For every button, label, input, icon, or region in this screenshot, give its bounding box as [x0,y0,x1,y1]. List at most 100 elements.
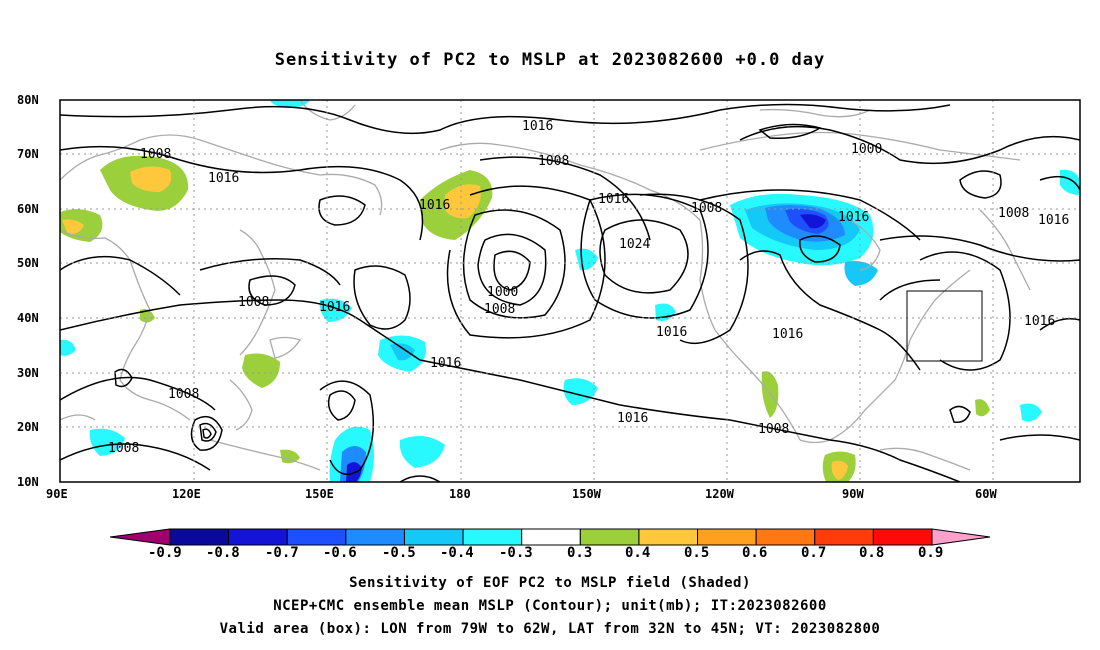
lat-label: 70N [17,147,39,161]
contour-line [739,125,1080,165]
contour-line [799,235,841,263]
lat-label: 60N [17,202,39,216]
lat-label: 30N [17,366,39,380]
contour-line [1039,175,1080,191]
shade-patch [89,428,125,456]
lon-label: 120E [172,487,201,501]
colorbar-label: 0.3 [567,545,592,561]
shade-patch [280,449,300,464]
contour-line [919,251,1011,371]
colorbar-cell [462,528,523,546]
contour-line [318,195,366,226]
longitude-labels: 90E 120E 150E 180 150W 120W 90W 60W [46,487,997,501]
colorbar-cell [697,528,757,546]
coastline [299,100,356,121]
colorbar-cell [872,528,933,546]
contour-line [493,250,531,291]
shade-patch [1020,403,1042,422]
shade-patch [975,399,990,417]
contour-label: 1016 [430,356,461,371]
shade-patch [319,298,352,322]
contour-label: 1008 [998,206,1029,221]
contour-line [599,219,689,294]
shade-patch [346,462,362,482]
colorbar-labels: -0.9 -0.8 -0.7 -0.6 -0.5 -0.4 -0.3 0.3 0… [148,545,943,561]
lon-label: 120W [705,487,735,501]
contour-label: 1008 [691,201,722,216]
coastline [269,336,302,359]
coastline [699,219,801,441]
contour-line [758,123,822,140]
contour-line [739,250,921,371]
contour-line [699,189,921,241]
contour-label: 1024 [619,237,650,252]
contour-line [199,422,217,442]
shade-patch [399,436,445,468]
colorbar-cell [403,528,464,546]
lon-label: 150E [305,487,334,501]
contour-labels: 1016 1008 1000 1016 1008 1016 1016 1008 … [108,119,1069,456]
colorbar-label: -0.3 [499,545,533,561]
shade-patch [242,353,280,388]
colorbar-label: -0.5 [382,545,416,561]
coastline [699,131,1021,161]
colorbar-right-arrow [931,528,991,546]
contour-line [199,258,341,286]
contour-line [319,380,375,475]
coastline [979,209,1031,291]
shade-patch [800,214,826,229]
lat-label: 10N [17,475,39,489]
colorbar: -0.9 -0.8 -0.7 -0.6 -0.5 -0.4 -0.3 0.3 0… [109,528,991,561]
contour-line [60,145,424,241]
lat-label: 80N [17,93,39,107]
colorbar-cell [286,528,347,546]
colorbar-label: 0.6 [742,545,767,561]
contour-line [327,390,356,421]
contour-line [353,265,411,330]
mslp-contours [60,103,1080,482]
contour-line [580,193,709,319]
colorbar-label: 0.4 [625,545,650,561]
caption-shading: Sensitivity of EOF PC2 to MSLP field (Sh… [349,575,751,591]
contour-line [446,185,606,339]
contour-line [879,279,941,301]
contour-label: 1008 [238,295,269,310]
contour-line [639,193,749,345]
contour-line [60,443,211,471]
grid-lines [60,100,1080,482]
contour-line [60,299,731,421]
colorbar-cell [638,528,699,546]
chart-title: Sensitivity of PC2 to MSLP at 2023082600… [274,50,826,70]
contour-line [248,275,296,306]
contour-label: 1016 [656,325,687,340]
lon-label: 150W [572,487,602,501]
shade-patch [60,339,76,356]
contour-label: 1016 [419,198,450,213]
lon-label: 90E [46,487,68,501]
colorbar-cell [228,528,288,546]
contour-label: 1000 [851,142,882,157]
shade-patch [444,184,481,219]
lon-label: 180 [449,487,471,501]
shade-patch [761,371,779,418]
contour-label: 1008 [168,387,199,402]
contour-label: 1016 [522,119,553,134]
coastline [209,439,321,471]
colorbar-label: 0.7 [801,545,826,561]
sensitivity-shading [60,100,1080,482]
contour-label: 1016 [1038,213,1069,228]
coastline [60,414,96,421]
colorbar-cell [345,528,405,546]
shade-patch [140,309,155,323]
colorbar-label: 0.8 [859,545,884,561]
colorbar-label: 0.9 [918,545,943,561]
contour-line [1039,318,1080,331]
contour-label: 1008 [538,154,569,169]
contour-label: 1016 [319,300,350,315]
contour-label: 1016 [617,411,648,426]
shade-patch [563,378,598,405]
colorbar-label: -0.6 [323,545,357,561]
colorbar-label: -0.8 [206,545,240,561]
contour-line [114,368,133,388]
coastline [239,229,276,356]
